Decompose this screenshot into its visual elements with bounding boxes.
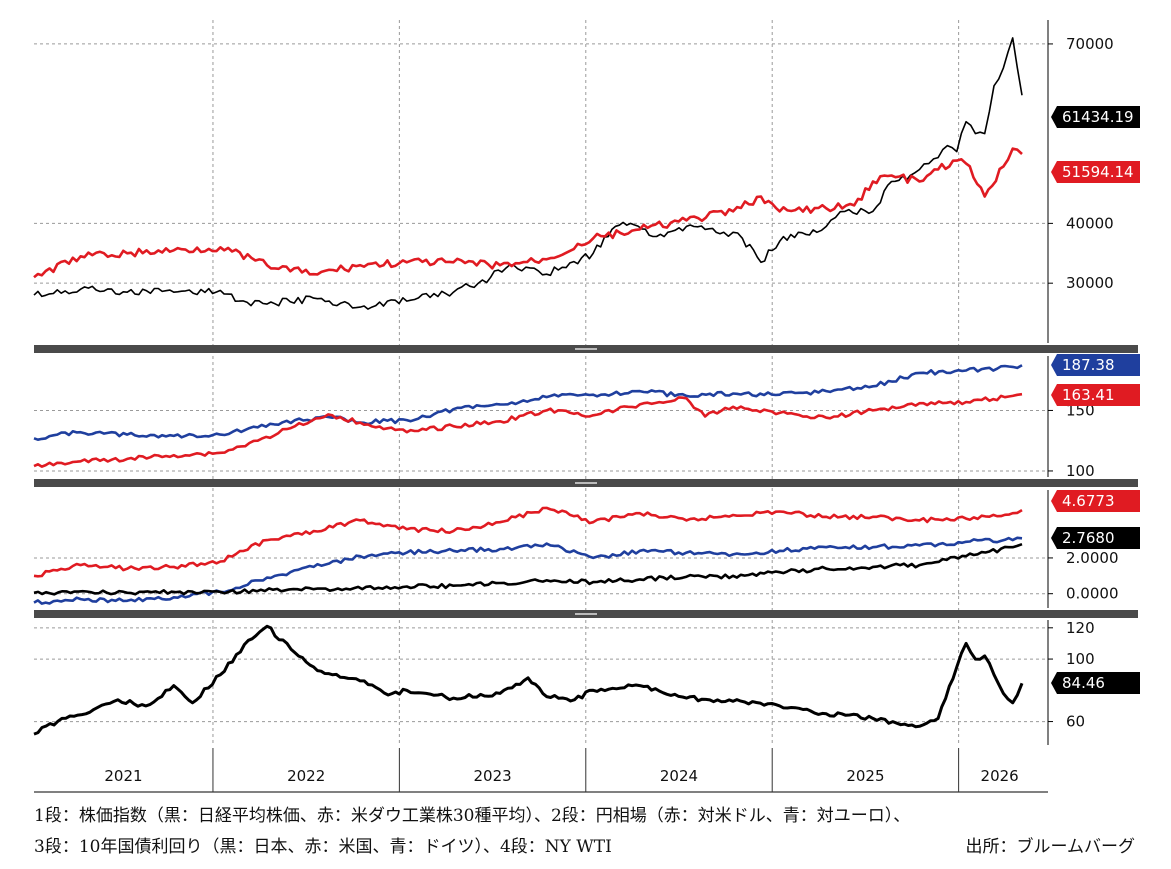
last-value-badge-p4-0: 84.46 — [1051, 672, 1140, 694]
badge-value: 163.41 — [1062, 386, 1115, 404]
y-tick-label-p3-1: 2.0000 — [1066, 549, 1119, 567]
series-p1-red — [33, 147, 1023, 279]
separator-grip-1 — [575, 482, 597, 484]
series-p4-black — [33, 624, 1024, 736]
y-tick-label-p1-2: 70000 — [1066, 35, 1114, 53]
series-p1-black — [33, 37, 1023, 310]
badge-bg — [1051, 106, 1140, 128]
grid-layer — [34, 20, 1048, 745]
y-tick-label-p4-1: 100 — [1066, 650, 1095, 668]
last-value-badge-p2-0: 187.38 — [1051, 354, 1140, 376]
source-note: 出所：ブルームバーグ — [965, 837, 1136, 857]
x-year-label-2024: 2024 — [660, 767, 698, 785]
badge-bg — [1051, 161, 1140, 183]
y-tick-label-p4-0: 60 — [1066, 713, 1085, 731]
caption-line-1: 1段：株価指数（黒：日経平均株価、赤：米ダウ工業株30種平均）、2段：円相場（赤… — [34, 806, 911, 826]
last-value-badge-p3-0: 4.6773 — [1051, 490, 1140, 512]
y-axis-layer: 3000040000700001001500.00002.00006010012… — [1047, 20, 1119, 745]
badge-value: 187.38 — [1062, 356, 1115, 374]
x-year-label-2026: 2026 — [981, 767, 1019, 785]
x-year-label-2021: 2021 — [104, 767, 142, 785]
badge-value: 4.6773 — [1062, 492, 1115, 510]
market-chart: 3000040000700001001500.00002.00006010012… — [33, 20, 1140, 793]
last-value-badge-p1-1: 51594.14 — [1051, 161, 1140, 183]
series-layer — [33, 37, 1024, 736]
badge-bg — [1051, 490, 1140, 512]
last-value-badge-p1-0: 61434.19 — [1051, 106, 1140, 128]
caption-line-2: 3段：10年国債利回り（黒：日本、赤：米国、青：ドイツ）、4段：NY WTI — [34, 837, 612, 857]
last-value-badges: 61434.19 51594.14 187.38 163.41 4.6773 2.7680… — [1051, 106, 1140, 694]
last-value-badge-p2-1: 163.41 — [1051, 384, 1140, 406]
series-p2-red — [33, 392, 1023, 468]
badge-value: 2.7680 — [1062, 529, 1115, 547]
series-p3-black — [33, 542, 1023, 596]
badge-bg — [1051, 354, 1140, 376]
badge-value: 61434.19 — [1062, 108, 1134, 126]
badge-bg — [1051, 527, 1140, 549]
separator-grip-0 — [575, 348, 597, 350]
badge-value: 84.46 — [1062, 674, 1105, 692]
badge-bg — [1051, 384, 1140, 406]
badge-bg — [1051, 672, 1140, 694]
x-year-label-2022: 2022 — [287, 767, 325, 785]
y-tick-label-p1-1: 40000 — [1066, 214, 1114, 232]
y-tick-label-p2-0: 100 — [1066, 462, 1095, 480]
last-value-badge-p3-1: 2.7680 — [1051, 527, 1140, 549]
series-p2-blue — [33, 364, 1023, 441]
y-tick-label-p3-0: 0.0000 — [1066, 585, 1119, 603]
x-axis-layer: 2021 2022 2023 2024 2025 2026 — [34, 748, 1048, 793]
separator-grip-2 — [575, 613, 597, 615]
badge-value: 51594.14 — [1062, 163, 1134, 181]
panel-separators — [34, 345, 1138, 618]
y-tick-label-p4-2: 120 — [1066, 619, 1095, 637]
x-year-label-2023: 2023 — [473, 767, 511, 785]
series-p3-red — [33, 506, 1023, 578]
x-year-label-2025: 2025 — [846, 767, 884, 785]
y-tick-label-p1-0: 30000 — [1066, 274, 1114, 292]
